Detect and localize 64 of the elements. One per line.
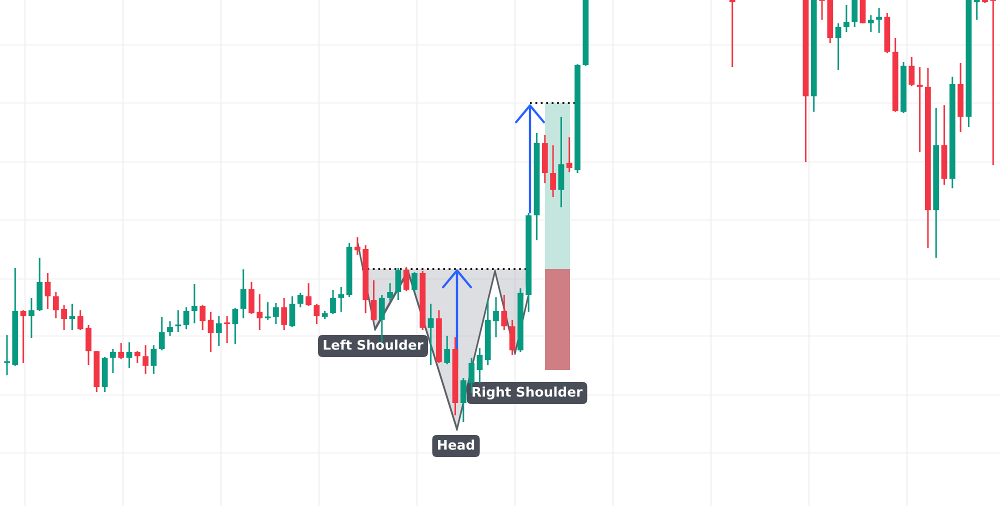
candlestick [142,344,148,375]
candlestick [86,324,92,366]
candlestick [134,350,140,364]
candlestick [126,341,132,369]
candlestick [387,282,393,302]
candlestick [412,271,418,292]
candlestick [77,309,84,331]
candlestick [200,304,206,331]
candlestick [118,342,124,360]
candlestick [28,297,34,339]
candlestick [306,282,312,307]
annotation: Left Shoulder [324,340,424,350]
candlestick [444,335,450,365]
text: Head [438,440,474,450]
candlestick [990,0,996,166]
candlestick [61,304,67,331]
candlestick [289,295,296,328]
candlestick [281,297,288,331]
candlestick [566,136,572,173]
annotation: Right Shoulder [472,386,583,400]
candlestick [20,309,26,364]
candlestick [974,0,980,21]
candlestick [819,0,825,21]
candlestick [273,302,279,325]
candlestick [52,291,59,319]
candlestick [370,279,377,322]
candlestick [110,348,116,374]
candlestick [395,267,402,301]
candlestick [550,144,556,198]
candlestick [908,56,915,87]
candlestick [232,307,238,345]
candlestick [729,0,736,68]
candlestick [150,344,157,375]
candlestick [460,377,466,423]
candlestick [44,272,51,310]
candlestick [224,315,230,344]
candlestick [158,316,165,352]
candlestick [208,311,214,353]
candlestick [428,303,434,366]
candlestick [192,283,198,324]
candlestick [835,22,842,71]
candlestick [468,357,474,394]
candlestick [860,0,866,24]
candlestick [338,286,344,313]
candlestick [493,296,499,338]
candlestick [876,7,882,34]
candlestick [403,266,410,292]
candlestick [167,320,173,337]
candlestick [868,14,874,33]
candlestick [476,347,483,384]
candlestick [216,315,222,347]
candlestick [69,303,76,331]
candlestick [844,4,850,33]
candlestick [852,0,858,28]
candlestick [4,334,10,376]
candlestick [183,306,190,330]
candlestick [501,294,508,331]
candlestick [175,309,182,333]
candlestick [314,303,320,325]
candlestick [297,292,304,308]
candlestick [354,236,360,256]
candlestick [330,289,336,315]
candlestick [240,268,246,319]
candlestick [256,293,263,331]
